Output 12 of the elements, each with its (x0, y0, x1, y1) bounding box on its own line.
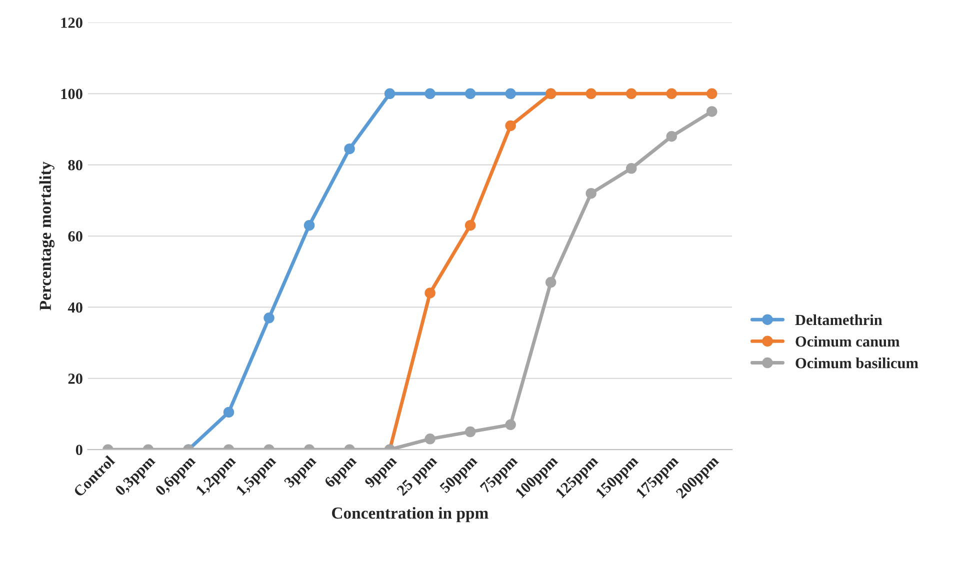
y-tick-label: 80 (68, 160, 82, 170)
y-tick-label: 0 (76, 444, 82, 456)
y-tick-label: 100 (61, 88, 82, 100)
legend-label: Deltamethrin (795, 314, 882, 326)
legend-label: Ocimum canum (796, 336, 900, 347)
y-tick-label: 60 (68, 231, 82, 242)
x-axis-title: Concentration in ppm (332, 507, 488, 522)
y-tick-label: 40 (68, 302, 82, 313)
y-tick-label: 20 (68, 374, 82, 384)
y-axis-title: Percentage mortality (39, 162, 55, 310)
legend-label: Ocimum basilicum (796, 358, 918, 368)
y-tick-label: 120 (61, 18, 82, 28)
